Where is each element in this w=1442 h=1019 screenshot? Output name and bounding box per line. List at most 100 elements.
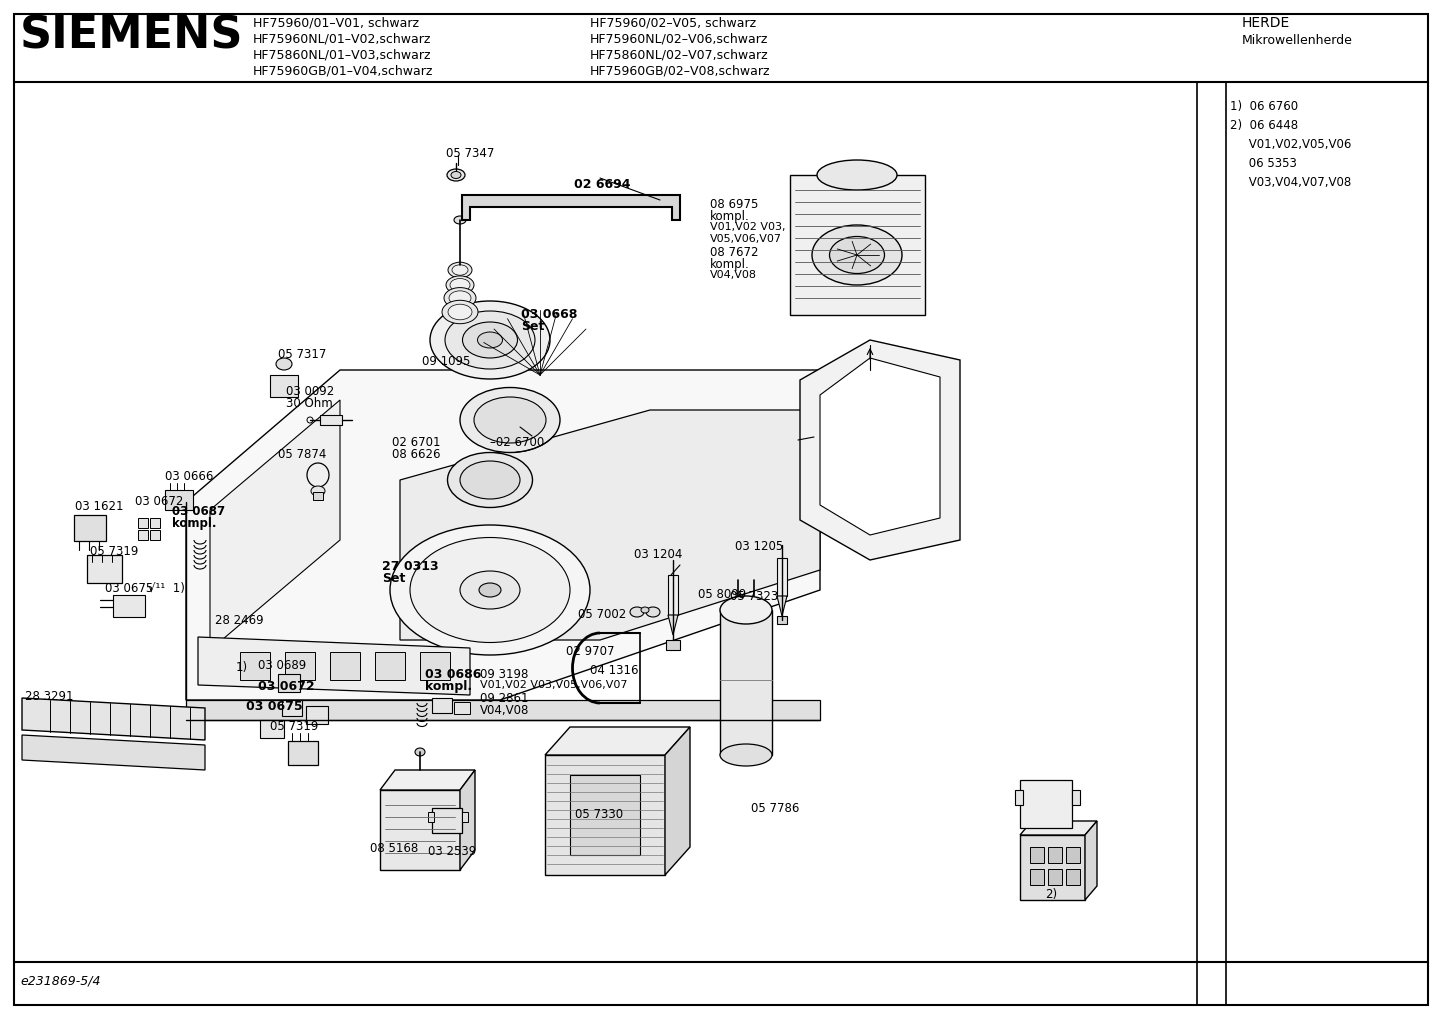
Bar (433, 698, 451, 713)
Bar (420, 652, 450, 680)
Text: 06 5353: 06 5353 (1230, 157, 1296, 170)
Bar (288, 741, 319, 765)
Bar (1048, 847, 1061, 863)
Ellipse shape (307, 463, 329, 487)
Text: 03 2539: 03 2539 (428, 845, 476, 858)
Bar (461, 812, 469, 822)
Text: HF75860NL/02–V07,schwarz: HF75860NL/02–V07,schwarz (590, 48, 769, 61)
Bar (570, 775, 640, 855)
Ellipse shape (630, 607, 645, 616)
Bar (375, 652, 405, 680)
Ellipse shape (460, 387, 559, 452)
Text: HF75960/02–V05, schwarz: HF75960/02–V05, schwarz (590, 16, 756, 29)
Bar (1015, 790, 1022, 805)
Bar (260, 720, 284, 738)
Text: 05 7347: 05 7347 (446, 147, 495, 160)
Bar (777, 616, 787, 624)
Text: 1)  06 6760: 1) 06 6760 (1230, 100, 1298, 113)
Bar (74, 515, 107, 541)
Ellipse shape (389, 525, 590, 655)
Ellipse shape (451, 171, 461, 178)
Polygon shape (461, 195, 681, 220)
Bar (454, 702, 470, 714)
Text: 09 3198: 09 3198 (480, 668, 528, 681)
Bar (1019, 780, 1071, 828)
Polygon shape (186, 700, 820, 720)
Text: 03 0689: 03 0689 (258, 659, 306, 672)
Text: V04,V08: V04,V08 (709, 270, 757, 280)
Bar (1071, 790, 1080, 805)
Text: V01,V02 V03,: V01,V02 V03, (709, 222, 786, 232)
Ellipse shape (446, 311, 535, 369)
Text: SIEMENS: SIEMENS (20, 14, 244, 57)
Polygon shape (381, 770, 474, 790)
Ellipse shape (447, 452, 532, 507)
Text: 02 9707: 02 9707 (567, 645, 614, 658)
Polygon shape (820, 358, 940, 535)
Bar (306, 706, 327, 725)
Ellipse shape (443, 301, 477, 324)
Text: 03 0686: 03 0686 (425, 668, 482, 681)
Bar (668, 575, 678, 615)
Text: 03 0672: 03 0672 (136, 495, 183, 508)
Text: HF75960NL/02–V06,schwarz: HF75960NL/02–V06,schwarz (590, 32, 769, 45)
Text: 02 6694: 02 6694 (574, 178, 630, 191)
Polygon shape (22, 735, 205, 770)
Bar (545, 755, 665, 875)
Text: 2): 2) (1045, 888, 1057, 901)
Ellipse shape (448, 262, 472, 278)
Polygon shape (668, 615, 678, 635)
Bar (239, 652, 270, 680)
Bar (720, 610, 771, 755)
Text: Set: Set (382, 572, 405, 585)
Bar (270, 375, 298, 397)
Ellipse shape (720, 596, 771, 624)
Text: 03 0675: 03 0675 (105, 582, 153, 595)
Text: 05 7319: 05 7319 (270, 720, 319, 733)
Bar (138, 518, 149, 528)
Text: √¹¹  1): √¹¹ 1) (149, 582, 185, 595)
Ellipse shape (450, 278, 470, 291)
Bar (790, 175, 924, 315)
Bar (1030, 847, 1044, 863)
Polygon shape (1019, 821, 1097, 835)
Bar (112, 595, 146, 616)
Bar (1019, 835, 1084, 900)
Ellipse shape (818, 160, 897, 190)
Text: 03 1204: 03 1204 (634, 548, 682, 561)
Text: 03 0666: 03 0666 (164, 470, 213, 483)
Bar (428, 812, 434, 822)
Ellipse shape (477, 332, 502, 348)
Ellipse shape (460, 461, 521, 499)
Text: 09 2861: 09 2861 (480, 692, 529, 705)
Bar (320, 415, 342, 425)
Polygon shape (186, 370, 820, 700)
Bar (150, 518, 160, 528)
Ellipse shape (451, 265, 469, 275)
Text: HF75960/01–V01, schwarz: HF75960/01–V01, schwarz (252, 16, 420, 29)
Ellipse shape (311, 486, 324, 496)
Text: 08 5168: 08 5168 (371, 842, 418, 855)
Text: 03 0672: 03 0672 (258, 680, 314, 693)
Ellipse shape (829, 236, 884, 273)
Ellipse shape (448, 290, 472, 305)
Polygon shape (211, 400, 340, 650)
Text: 05 8099: 05 8099 (698, 588, 747, 601)
Text: 30 Ohm: 30 Ohm (286, 397, 333, 410)
Text: 04 1316: 04 1316 (590, 664, 639, 677)
Text: kompl.: kompl. (709, 210, 750, 223)
Bar (777, 558, 787, 596)
Text: V03,V04,V07,V08: V03,V04,V07,V08 (1230, 176, 1351, 189)
Bar (330, 652, 360, 680)
Polygon shape (545, 727, 691, 755)
Ellipse shape (454, 216, 466, 224)
Bar (433, 808, 461, 833)
Text: Mikrowellenherde: Mikrowellenherde (1242, 34, 1353, 47)
Text: 03 0092: 03 0092 (286, 385, 335, 398)
Ellipse shape (410, 537, 570, 643)
Ellipse shape (479, 583, 500, 597)
Ellipse shape (444, 287, 476, 309)
Text: V05,V06,V07: V05,V06,V07 (709, 234, 782, 244)
Text: –02 6700: –02 6700 (490, 436, 544, 449)
Text: 03 1205: 03 1205 (735, 540, 783, 553)
